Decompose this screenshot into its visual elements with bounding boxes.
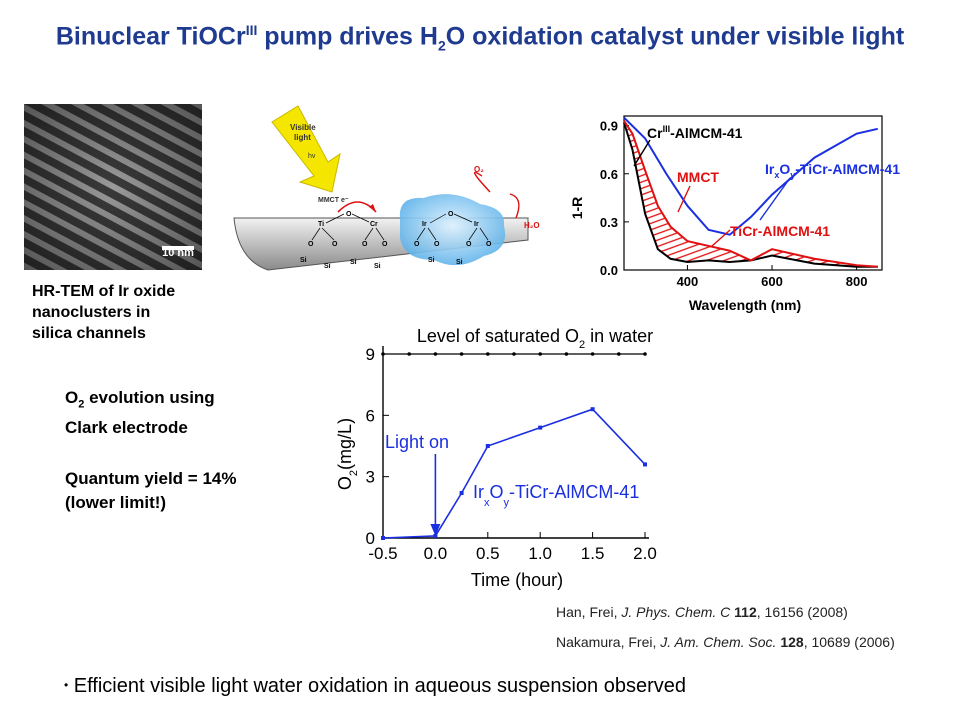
spectrum-label-mmct: MMCT	[677, 169, 719, 185]
spectrum-label-cr: CrIII-AlMCM-41	[647, 124, 743, 141]
o2-data-point	[590, 407, 595, 412]
tem-caption: HR-TEM of Ir oxide nanoclusters in silic…	[32, 283, 176, 342]
spectrum-label-ir: IrxOy-TiCr-AlMCM-41	[765, 161, 900, 180]
svg-text:Cr: Cr	[370, 221, 378, 228]
o2-data-point	[381, 536, 385, 540]
spectrum-label-ticr: TiCr-AlMCM-41	[730, 223, 830, 239]
h2o-label: H₂O	[524, 221, 540, 230]
spectrum-series-ir	[623, 116, 878, 236]
spectrum-ytick: 0.6	[600, 167, 618, 182]
spectrum-xtick: 800	[846, 274, 868, 289]
light-on-annotation: Light on	[385, 432, 449, 452]
svg-text:O: O	[382, 241, 388, 248]
o2-series-line	[382, 408, 646, 539]
svg-text:O: O	[362, 241, 368, 248]
chart-ytick: 6	[366, 406, 375, 425]
o2-data-point	[485, 444, 490, 448]
visible-light-arrow-icon	[271, 105, 341, 193]
svg-text:O: O	[466, 241, 472, 248]
o2-data-point	[643, 462, 647, 467]
o2-evolution-chart: Level of saturated O2 in water 0 3 6 9 -0.5 0…	[335, 326, 657, 590]
spectrum-xtick: 400	[677, 274, 699, 289]
svg-text:O: O	[414, 241, 420, 248]
spectrum-ylabel: 1-R	[569, 197, 585, 220]
svg-text:Si: Si	[374, 263, 381, 270]
o2-data-point	[538, 425, 543, 430]
saturation-point	[538, 352, 542, 356]
summary-bullet: • Efficient visible light water oxidatio…	[64, 675, 686, 697]
svg-text:O: O	[332, 241, 338, 248]
o2-data-point	[459, 491, 464, 496]
saturation-point	[643, 352, 647, 356]
svg-text:O: O	[434, 241, 440, 248]
svg-text:Ir: Ir	[474, 221, 479, 228]
iridium-oxide-cluster	[399, 194, 506, 266]
svg-text:O: O	[308, 241, 314, 248]
spectrum-xtick: 600	[761, 274, 783, 289]
chart-title: Level of saturated O2 in water	[417, 326, 653, 351]
saturation-point	[459, 352, 464, 356]
chart-ytick: 9	[366, 345, 375, 364]
chart-ytick: 3	[366, 468, 375, 487]
spectrum-series-cr	[623, 122, 878, 268]
svg-text:light: light	[294, 133, 311, 142]
tem-image: 10 nm	[24, 104, 202, 270]
chart-xtick: -0.5	[368, 544, 397, 563]
spectrum-xlabel: Wavelength (nm)	[689, 297, 801, 313]
svg-text:O: O	[448, 211, 454, 218]
spectrum-series-ticr	[623, 120, 878, 268]
reference-2: Nakamura, Frei, J. Am. Chem. Soc. 128, 1…	[556, 634, 895, 650]
reflectance-spectrum: 0.9 0.6 0.3 0.0 400 600 800 1-R Wavelength (nm…	[569, 115, 900, 313]
svg-text:O: O	[486, 241, 492, 248]
svg-text:Visible: Visible	[290, 123, 316, 132]
chart-xtick: 2.0	[633, 544, 657, 563]
svg-text:Si: Si	[324, 263, 331, 270]
saturation-point	[381, 352, 385, 356]
saturation-point	[407, 352, 411, 356]
spectrum-ytick: 0.0	[600, 263, 618, 278]
saturation-point	[564, 352, 569, 356]
quantum-yield-note: Quantum yield = 14% (lower limit!)	[65, 469, 237, 512]
saturation-point	[617, 352, 621, 356]
svg-text:Si: Si	[350, 259, 357, 266]
svg-text:O: O	[346, 211, 352, 218]
chart-ytick: 0	[366, 529, 375, 548]
saturation-point	[433, 352, 438, 356]
svg-text:MMCT e⁻: MMCT e⁻	[318, 197, 349, 204]
saturation-point	[590, 352, 595, 356]
sample-annotation: IrxOy-TiCr-AlMCM-41	[473, 482, 639, 509]
chart-xtick: 1.5	[581, 544, 605, 563]
svg-text:hν: hν	[308, 153, 316, 160]
chart-xtick: 1.0	[528, 544, 552, 563]
svg-text:Si: Si	[428, 257, 435, 264]
svg-text:Si: Si	[300, 257, 307, 264]
spectrum-ytick: 0.9	[600, 119, 618, 134]
svg-text:Ir: Ir	[422, 221, 427, 228]
saturation-point	[486, 352, 490, 356]
svg-text:Si: Si	[456, 259, 463, 266]
chart-xlabel: Time (hour)	[471, 570, 563, 590]
spectrum-ytick: 0.3	[600, 215, 618, 230]
svg-text:Ti: Ti	[318, 221, 324, 228]
page-title: Binuclear TiOCrIII pump drives H2O oxida…	[55, 22, 905, 54]
saturation-point	[512, 352, 516, 356]
scalebar-label: 10 nm	[162, 247, 194, 259]
chart-xtick: 0.5	[476, 544, 500, 563]
chart-ylabel: O2(mg/L)	[335, 418, 360, 490]
reference-1: Han, Frei, J. Phys. Chem. C 112, 16156 (…	[556, 604, 848, 620]
o2-label: O₂	[474, 165, 484, 174]
catalyst-scheme: Visible light hν MMCT e⁻ O₂ H₂O Ti Cr O …	[233, 105, 540, 271]
clark-electrode-note: O2 evolution using Clark electrode	[65, 388, 215, 438]
chart-xtick: 0.0	[424, 544, 448, 563]
